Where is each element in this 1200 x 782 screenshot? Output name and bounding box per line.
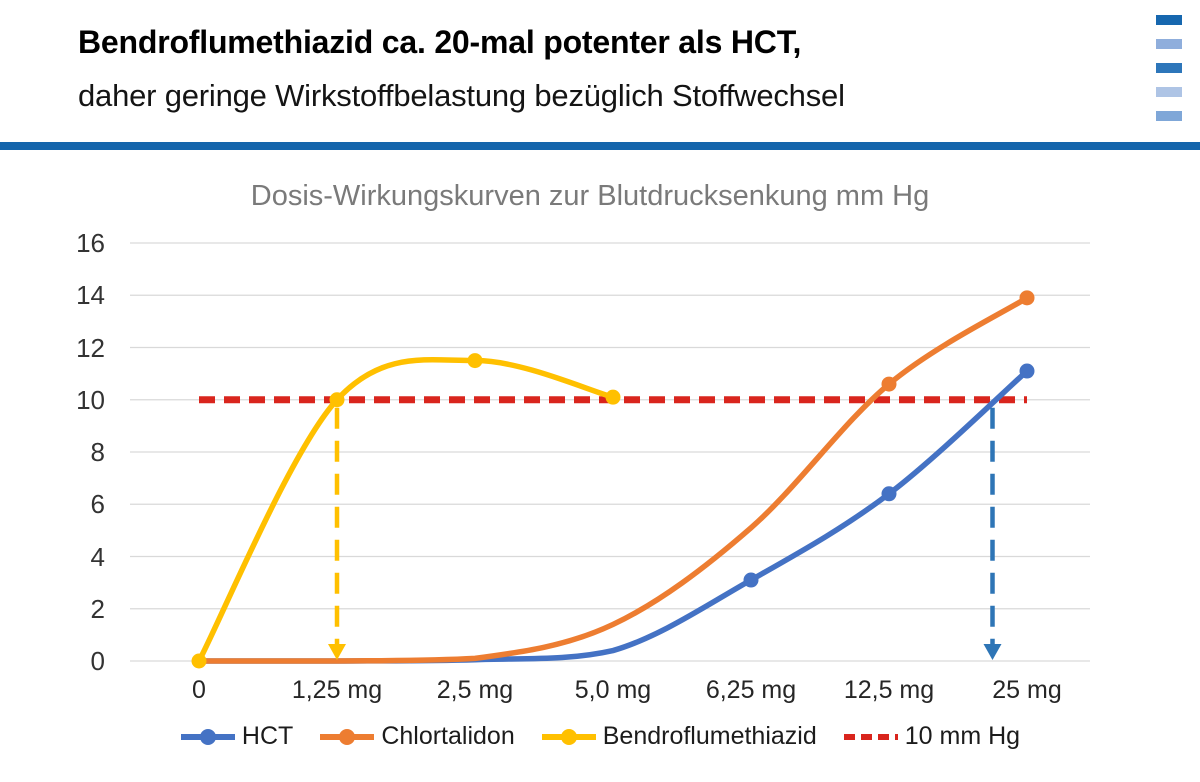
legend-label: 10 mm Hg [904,722,1021,750]
series-marker-bendroflumethiazid [605,389,621,405]
y-tick-label: 10 [76,384,105,415]
deco-bar [1156,87,1182,97]
legend-sample-chlortalidon [320,728,375,745]
series-marker-hct [881,486,897,502]
y-tick-label: 8 [90,437,105,467]
series-marker-chlortalidon [1019,290,1035,306]
deco-bar [1156,111,1182,121]
deco-bar [1156,63,1182,73]
series-line-bendroflumethiazid [196,357,616,664]
chart-legend: HCT Chlortalidon Bendroflumethiazid 10 mm H… [0,722,1200,751]
x-tick-label: 1,25 mg [291,676,383,704]
legend-label: Bendroflumethiazid [602,722,817,750]
header-divider-rule [0,142,1200,150]
deco-bar [1156,39,1182,49]
x-tick-label: 25 mg [992,676,1062,704]
y-tick-label: 12 [76,332,105,363]
series-marker-bendroflumethiazid [329,392,345,408]
chart-title: Dosis-Wirkungskurven zur Blutdrucksenkun… [250,180,930,212]
series-marker-bendroflumethiazid [467,353,483,369]
corner-decoration-bars [1156,15,1182,135]
legend-item-bendroflumethiazid: Bendroflumethiazid [541,722,817,751]
drop-arrow-head [328,644,346,660]
y-tick-label: 0 [90,646,105,676]
legend-sample-hct [180,728,235,745]
x-tick-label: 5,0 mg [574,676,652,704]
y-tick-label: 4 [90,541,105,572]
legend-sample-bendroflumethiazid [541,728,596,745]
y-tick-label: 16 [76,228,105,258]
x-tick-label: 2,5 mg [436,676,514,704]
x-tick-label: 12,5 mg [843,676,935,704]
y-tick-label: 14 [76,280,105,311]
series-marker-chlortalidon [881,376,897,392]
legend-label: Chlortalidon [381,722,515,750]
slide-title: Bendroflumethiazid ca. 20-mal potenter a… [78,24,802,60]
deco-bar [1156,15,1182,25]
legend-label: HCT [241,722,294,750]
series-marker-hct [743,572,759,588]
drop-arrow-head [983,644,1002,660]
x-tick-label: 0 [192,676,206,704]
legend-sample-threshold [843,733,898,740]
legend-item-threshold: 10 mm Hg [843,722,1020,751]
series-marker-bendroflumethiazid [191,653,207,669]
y-tick-label: 6 [90,489,105,520]
y-tick-label: 2 [90,593,105,624]
series-marker-hct [1019,363,1035,379]
slide-subtitle: daher geringe Wirkstoffbelastung bezügli… [78,78,845,113]
x-tick-label: 6,25 mg [705,676,797,704]
legend-item-hct: HCT [180,722,293,751]
legend-item-chlortalidon: Chlortalidon [319,722,515,751]
